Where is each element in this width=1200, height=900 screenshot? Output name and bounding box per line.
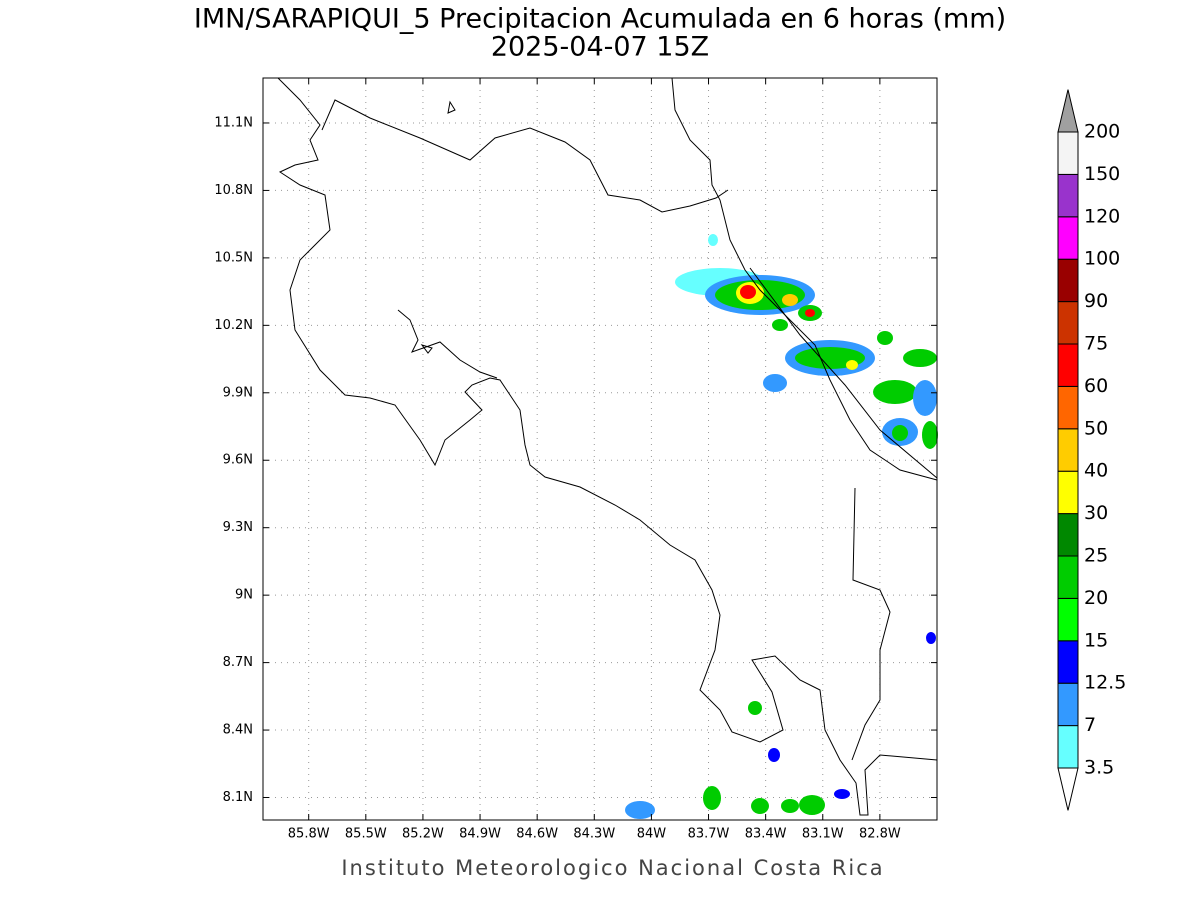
x-tick-label: 83.7W [688,827,730,842]
color-box [1057,555,1079,599]
rain-cell [922,421,938,449]
x-tick-label: 83.4W [745,827,787,842]
x-tick-label: 84W [637,827,667,842]
y-tick-label: 8.4N [223,723,253,738]
color-box [1057,428,1079,472]
nicoya-gulf [397,309,498,379]
x-tick-label: 85.5W [345,827,387,842]
y-tick-label: 9.6N [223,453,253,468]
rain-cell [805,309,815,317]
rain-cell [703,786,721,810]
island [420,344,433,354]
y-tick-label: 10.5N [214,250,253,265]
color-box [1057,216,1079,260]
color-box [1057,173,1079,218]
rain-cell [834,789,850,799]
color-box [1057,385,1079,430]
rain-cell [782,294,798,306]
coastlines [277,77,938,816]
y-tick-label: 10.8N [214,183,253,198]
x-tick-label: 84.9W [459,827,501,842]
rain-cell [892,425,908,441]
under-arrow [1057,767,1079,811]
color-box [1057,258,1079,303]
rain-cell [763,374,787,392]
title: IMN/SARAPIQUI_5 Precipitacion Acumulada … [194,4,1006,35]
colorbar-label: 3.5 [1084,757,1114,779]
rain-cell [625,801,655,819]
northern-border [321,99,729,213]
rain-cell [913,380,937,416]
over-arrow [1057,89,1079,133]
x-tick-label: 83.1W [802,827,844,842]
colorbar-label: 20 [1084,587,1108,609]
color-box [1057,513,1079,557]
color-box [1057,301,1079,345]
colorbar-label: 120 [1084,205,1120,227]
colorbar-label: 200 [1084,121,1120,143]
rain-cell [708,234,718,246]
colorbar-label: 7 [1084,714,1096,736]
colorbar-label: 15 [1084,629,1108,651]
panama-border [851,487,891,761]
island [447,100,456,114]
subtitle: 2025-04-07 15Z [491,32,709,63]
y-tick-label: 11.1N [214,115,253,130]
colorbar: 3.5 7 12.5 15 20 25 30 40 50 60 75 90 100 120 150 200 [1057,89,1126,811]
colorbar-label: 75 [1084,333,1108,355]
y-tick-label: 9.9N [223,385,253,400]
southern-border [749,267,938,479]
colorbar-label: 25 [1084,545,1108,567]
x-tick-label: 82.8W [859,827,901,842]
rain-cell [772,319,788,331]
rain-cell [740,285,756,299]
rain-cell [781,799,799,813]
precipitation [625,234,938,819]
color-box [1057,597,1079,642]
colorbar-label: 150 [1084,163,1120,185]
y-tick-label: 9N [235,588,253,603]
pacific-coast [277,77,938,816]
rain-cell [877,331,893,345]
x-tick-label: 84.3W [573,827,615,842]
colorbar-label: 100 [1084,248,1120,270]
y-tick-label: 8.1N [223,790,253,805]
color-box [1057,725,1079,769]
colorbar-label: 12.5 [1084,672,1126,694]
rain-cell [768,748,780,762]
color-box [1057,682,1079,727]
y-tick-label: 9.3N [223,520,253,535]
color-box [1057,470,1079,515]
colorbar-label: 50 [1084,417,1108,439]
grid [263,78,937,820]
rain-cell [751,798,769,814]
rain-cell [799,795,825,815]
footer: Instituto Meteorologico Nacional Costa R… [341,856,884,880]
color-box [1057,640,1079,684]
rain-cell [748,701,762,715]
caribbean-coast [671,77,938,481]
colorbar-label: 60 [1084,375,1108,397]
rain-cell [926,632,936,644]
x-tick-label: 85.8W [288,827,330,842]
colorbar-label: 40 [1084,460,1108,482]
y-tick-label: 8.7N [223,655,253,670]
color-box [1057,343,1079,387]
color-box [1057,131,1079,175]
y-tick-label: 10.2N [214,318,253,333]
x-tick-label: 84.6W [516,827,558,842]
x-tick-label: 85.2W [402,827,444,842]
rain-cell [873,380,917,404]
rain-cell [846,360,858,370]
colorbar-label: 90 [1084,290,1108,312]
map-frame [262,77,938,821]
rain-cell [903,349,937,367]
colorbar-label: 30 [1084,502,1108,524]
